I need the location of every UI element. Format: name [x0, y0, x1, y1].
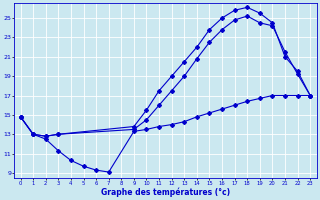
X-axis label: Graphe des températures (°c): Graphe des températures (°c) [101, 187, 230, 197]
